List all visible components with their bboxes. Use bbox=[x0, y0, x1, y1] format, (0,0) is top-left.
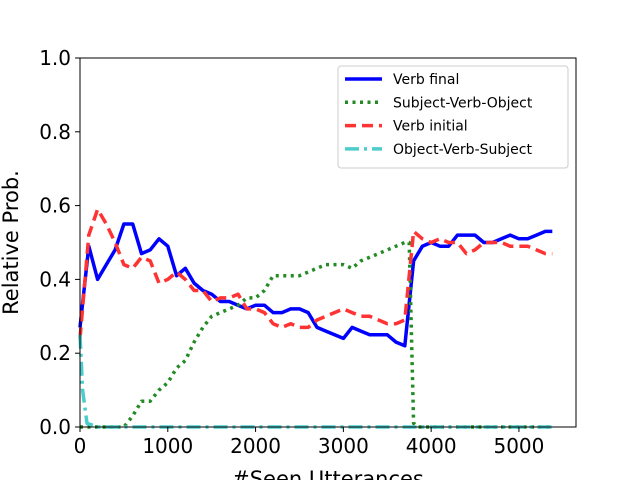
x-axis-ticks: 0 1000 2000 3000 4000 5000 bbox=[74, 427, 544, 458]
series-line-0 bbox=[78, 222, 553, 348]
x-axis-title: #Seen Utterances bbox=[232, 467, 424, 480]
legend-label: Verb initial bbox=[393, 119, 468, 135]
legend: Verb final Subject-Verb-Object Verb initia… bbox=[337, 65, 569, 169]
series-line-3 bbox=[78, 334, 553, 429]
y-tick-label: 0.6 bbox=[39, 194, 71, 218]
y-tick-label: 0.8 bbox=[39, 120, 71, 144]
y-tick-label: 0.4 bbox=[39, 267, 71, 291]
series-line-2 bbox=[78, 207, 553, 339]
plot-lines bbox=[78, 207, 553, 429]
y-tick-label: 0.2 bbox=[39, 341, 71, 365]
x-tick-label: 2000 bbox=[230, 434, 281, 458]
legend-label: Verb final bbox=[393, 72, 459, 88]
x-tick-label: 5000 bbox=[493, 434, 544, 458]
x-tick-label: 1000 bbox=[142, 434, 193, 458]
legend-label: Object-Verb-Subject bbox=[393, 142, 532, 158]
y-tick-label: 1.0 bbox=[39, 46, 71, 70]
y-axis-ticks: 0.0 0.2 0.4 0.6 0.8 1.0 bbox=[39, 46, 80, 439]
y-axis-title: Relative Prob. bbox=[0, 170, 23, 315]
y-tick-label: 0.0 bbox=[39, 415, 71, 439]
x-tick-label: 3000 bbox=[318, 434, 369, 458]
legend-label: Subject-Verb-Object bbox=[393, 95, 533, 111]
x-tick-label: 4000 bbox=[406, 434, 457, 458]
legend-box bbox=[337, 65, 569, 169]
plot-frame bbox=[79, 57, 577, 428]
series-line-1 bbox=[80, 240, 553, 429]
x-tick-label: 0 bbox=[74, 434, 87, 458]
